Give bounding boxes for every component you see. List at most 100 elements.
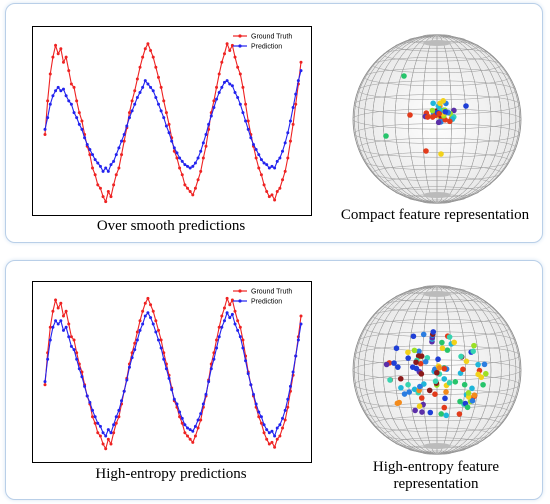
data-point-prediction-2	[48, 102, 52, 106]
data-point-ground-truth-54	[186, 186, 190, 190]
data-point-ground-truth-50	[175, 156, 179, 160]
data-point-prediction-25	[109, 431, 113, 435]
data-point-prediction-56	[191, 164, 195, 168]
data-point-prediction-78	[249, 383, 253, 387]
feature-point	[439, 339, 445, 346]
data-point-prediction-20	[96, 161, 100, 165]
feature-point	[438, 151, 444, 157]
data-point-ground-truth-44	[159, 338, 163, 342]
data-point-prediction-18	[91, 408, 95, 412]
data-point-ground-truth-56	[191, 440, 195, 444]
data-point-ground-truth-61	[204, 144, 208, 148]
bottom-plot-caption: High-entropy predictions	[95, 466, 247, 482]
data-point-prediction-11	[72, 111, 76, 115]
data-point-prediction-81	[257, 153, 261, 157]
feature-point	[446, 334, 453, 340]
data-point-prediction-85	[267, 431, 271, 435]
data-point-prediction-94	[291, 106, 295, 110]
feature-point	[423, 148, 429, 154]
data-point-ground-truth-75	[241, 85, 245, 89]
data-point-ground-truth-57	[193, 186, 197, 190]
sphere-pole-top	[423, 40, 451, 46]
top-sphere-caption: Compact feature representation	[340, 207, 530, 223]
feature-point	[401, 391, 408, 397]
data-point-ground-truth-30	[122, 139, 126, 143]
data-point-ground-truth-64	[212, 351, 216, 355]
data-point-prediction-67	[220, 325, 224, 329]
data-point-prediction-13	[77, 122, 81, 126]
feature-point	[405, 355, 411, 361]
top-line-plot-svg: Ground Truth Prediction	[43, 34, 303, 204]
data-point-ground-truth-42	[154, 319, 158, 323]
data-point-prediction-0	[43, 127, 47, 131]
feature-point	[465, 390, 472, 396]
feature-point	[456, 411, 463, 417]
data-point-prediction-39	[146, 82, 150, 86]
data-point-ground-truth-6	[59, 301, 63, 305]
legend-marker	[238, 34, 242, 38]
data-point-ground-truth-23	[104, 200, 108, 204]
data-point-ground-truth-43	[156, 328, 160, 332]
data-point-prediction-44	[159, 109, 163, 113]
data-point-ground-truth-34	[133, 341, 137, 345]
data-point-ground-truth-26	[112, 183, 116, 187]
feature-point	[457, 398, 463, 405]
legend-label: Ground Truth	[251, 289, 292, 296]
data-point-ground-truth-46	[164, 111, 168, 115]
data-point-prediction-80	[254, 402, 258, 406]
feature-point	[429, 107, 436, 114]
feature-point	[383, 361, 390, 368]
data-point-prediction-35	[135, 95, 139, 99]
data-point-prediction-47	[167, 376, 171, 380]
data-point-ground-truth-75	[241, 338, 245, 342]
data-point-prediction-59	[199, 412, 203, 416]
data-point-ground-truth-18	[91, 415, 95, 419]
data-point-prediction-38	[143, 79, 147, 83]
data-point-ground-truth-90	[281, 178, 285, 182]
data-point-prediction-83	[262, 161, 266, 165]
data-point-prediction-57	[193, 161, 197, 165]
data-point-prediction-7	[61, 328, 65, 332]
feature-point	[409, 364, 416, 370]
data-point-ground-truth-52	[180, 173, 184, 177]
data-point-prediction-40	[149, 85, 153, 89]
data-point-prediction-28	[117, 408, 121, 412]
data-point-prediction-4	[54, 319, 58, 323]
feature-point	[412, 407, 418, 414]
data-point-prediction-90	[281, 416, 285, 420]
legend: Ground Truth Prediction	[233, 34, 292, 51]
feature-points	[383, 329, 489, 419]
data-point-ground-truth-51	[178, 415, 182, 419]
data-point-prediction-50	[175, 402, 179, 406]
data-point-prediction-54	[186, 164, 190, 168]
feature-point	[464, 404, 471, 411]
data-point-ground-truth-38	[143, 301, 147, 305]
data-point-ground-truth-87	[273, 445, 277, 449]
legend-marker	[238, 289, 242, 293]
data-point-ground-truth-32	[127, 111, 131, 115]
data-point-prediction-19	[93, 415, 97, 419]
data-point-ground-truth-7	[61, 60, 65, 64]
data-point-ground-truth-53	[183, 431, 187, 435]
data-point-prediction-64	[212, 357, 216, 361]
data-point-ground-truth-10	[69, 335, 73, 339]
data-point-prediction-51	[178, 410, 182, 414]
data-point-prediction-0	[43, 380, 47, 384]
data-point-ground-truth-56	[191, 193, 195, 197]
data-point-ground-truth-89	[278, 186, 282, 190]
legend: Ground Truth Prediction	[233, 289, 292, 306]
data-point-ground-truth-73	[236, 65, 240, 69]
feature-point	[420, 331, 427, 338]
data-point-prediction-24	[106, 169, 110, 173]
data-point-ground-truth-93	[288, 139, 292, 143]
data-point-prediction-75	[241, 346, 245, 350]
data-point-ground-truth-23	[104, 447, 108, 451]
data-point-prediction-97	[299, 69, 303, 73]
data-point-prediction-37	[141, 322, 145, 326]
data-point-prediction-24	[106, 428, 110, 432]
feature-point	[443, 412, 450, 419]
data-point-ground-truth-39	[146, 296, 150, 300]
data-point-prediction-86	[270, 164, 274, 168]
data-point-ground-truth-40	[149, 48, 153, 52]
feature-point	[417, 383, 423, 390]
